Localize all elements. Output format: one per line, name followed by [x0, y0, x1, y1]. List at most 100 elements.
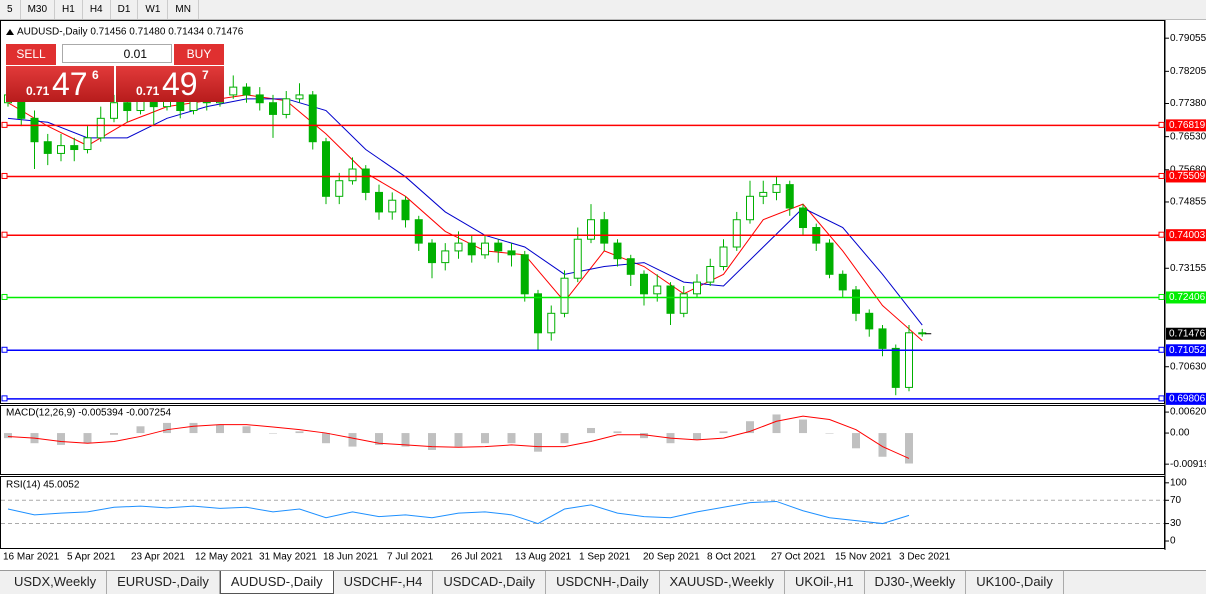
candle-body — [83, 137, 92, 151]
candle-body — [799, 207, 807, 229]
level-label: 0.76819 — [1169, 120, 1206, 131]
x-tick-label: 20 Sep 2021 — [643, 552, 700, 563]
chart-tab[interactable]: UK100-,Daily — [966, 571, 1064, 594]
level-label: 0.71052 — [1169, 345, 1206, 356]
candle-body — [666, 285, 675, 314]
chart-tab[interactable]: USDCHF-,H4 — [334, 571, 434, 594]
x-tick-label: 13 Aug 2021 — [515, 552, 572, 563]
level-handle — [1158, 172, 1165, 179]
buy-price[interactable]: 0.71 49 7 — [116, 66, 224, 102]
level-handle — [1158, 121, 1165, 128]
chart-tab[interactable]: AUDUSD-,Daily — [219, 571, 334, 594]
timeframe-button[interactable]: H1 — [55, 0, 83, 19]
x-tick-label: 18 Jun 2021 — [323, 552, 378, 563]
timeframe-button[interactable]: MN — [168, 0, 199, 19]
timeframe-button[interactable]: H4 — [83, 0, 111, 19]
sell-price[interactable]: 0.71 47 6 — [6, 66, 114, 102]
sell-button[interactable]: SELL — [6, 44, 56, 65]
last-price-label: 0.71476 — [1169, 328, 1206, 339]
macd-signal — [7, 415, 910, 459]
timeframe-button[interactable]: W1 — [138, 0, 169, 19]
macd-bar — [481, 433, 489, 444]
timeframe-toolbar: 5 M30 H1 H4 D1 W1 MN — [0, 0, 1206, 20]
x-tick-label: 7 Jul 2021 — [387, 552, 434, 563]
level-handle — [1, 293, 8, 300]
candle-body — [573, 238, 582, 279]
candle-body — [918, 332, 927, 335]
y-tick-label: 30 — [1170, 518, 1182, 529]
level-handle — [1, 172, 8, 179]
candle-body — [560, 277, 569, 314]
candle-body — [70, 145, 79, 151]
x-tick-label: 31 May 2021 — [259, 552, 317, 563]
level-label-bg — [1166, 170, 1206, 183]
level-handle — [1158, 346, 1165, 353]
y-tick-label: 0.79055 — [1170, 33, 1206, 44]
candle-body — [57, 145, 65, 154]
candle-body — [229, 86, 238, 96]
macd-bar — [772, 414, 781, 434]
candle-body — [282, 98, 291, 115]
candle-body — [759, 191, 768, 197]
candle-body — [772, 184, 781, 193]
candle-body — [626, 258, 635, 275]
moving-average — [7, 98, 923, 326]
macd-bar — [269, 433, 277, 434]
macd-bar — [534, 433, 542, 452]
chart-tab[interactable]: USDCNH-,Daily — [546, 571, 660, 594]
candle-body — [891, 347, 900, 388]
macd-bar — [83, 433, 92, 444]
macd-bar — [189, 422, 198, 434]
rsi-line — [7, 500, 910, 525]
macd-bar — [613, 431, 622, 434]
chart-header: AUDUSD-,Daily 0.71456 0.71480 0.71434 0.… — [17, 27, 244, 38]
macd-bar — [746, 421, 754, 434]
candle-body — [388, 199, 397, 213]
macd-bar — [110, 433, 118, 435]
timeframe-button[interactable]: M30 — [21, 0, 56, 19]
x-tick-label: 26 Jul 2021 — [451, 552, 503, 563]
candle-body — [295, 94, 304, 100]
candle-body — [361, 168, 370, 193]
timeframe-button[interactable]: 5 — [0, 0, 21, 19]
level-label: 0.75509 — [1169, 171, 1206, 182]
panel-frame — [0, 405, 1165, 475]
lot-input[interactable]: 0.01 — [62, 44, 172, 63]
chart-tabs: USDX,Weekly EURUSD-,Daily AUDUSD-,Daily USD… — [0, 570, 1206, 594]
candle-body — [441, 250, 450, 264]
macd-bar — [216, 424, 224, 434]
x-tick-label: 3 Dec 2021 — [899, 552, 951, 563]
y-tick-label: 0.76530 — [1170, 131, 1206, 142]
x-tick-label: 16 Mar 2021 — [3, 552, 60, 563]
candle-body — [878, 328, 887, 349]
chart-tab[interactable]: EURUSD-,Daily — [107, 571, 220, 594]
macd-bar — [719, 431, 728, 434]
level-handle — [1158, 395, 1165, 402]
x-tick-label: 27 Oct 2021 — [771, 552, 826, 563]
y-tick-label: -0.009191 — [1170, 459, 1206, 470]
candle-body — [587, 219, 595, 240]
x-tick-label: 15 Nov 2021 — [835, 552, 892, 563]
level-handle — [1, 346, 8, 353]
x-tick-label: 8 Oct 2021 — [707, 552, 756, 563]
timeframe-button[interactable]: D1 — [111, 0, 139, 19]
moving-average — [7, 94, 923, 341]
chart-tab[interactable]: UKOil-,H1 — [785, 571, 865, 594]
chart-tab[interactable]: USDCAD-,Daily — [433, 571, 547, 594]
macd-bar — [454, 433, 463, 447]
chart-window: 0.79055 0.78205 0.77380 0.76530 0.75680 0.748… — [0, 20, 1206, 563]
candle-body — [308, 94, 317, 143]
chart-tab[interactable]: DJ30-,Weekly — [865, 571, 967, 594]
chart-tab[interactable]: USDX,Weekly — [4, 571, 108, 594]
one-click-trade-panel: SELL 0.01 BUY 0.71 47 6 0.71 49 7 — [6, 44, 226, 102]
chart-tab[interactable]: XAUUSD-,Weekly — [660, 571, 786, 594]
candle-body — [269, 102, 277, 115]
level-handle — [1158, 231, 1165, 238]
macd-bar — [295, 431, 304, 434]
level-handle — [1158, 293, 1165, 300]
macd-bar — [428, 433, 436, 450]
buy-button[interactable]: BUY — [174, 44, 224, 65]
y-tick-label: 100 — [1170, 477, 1187, 488]
level-label-bg — [1166, 392, 1206, 405]
